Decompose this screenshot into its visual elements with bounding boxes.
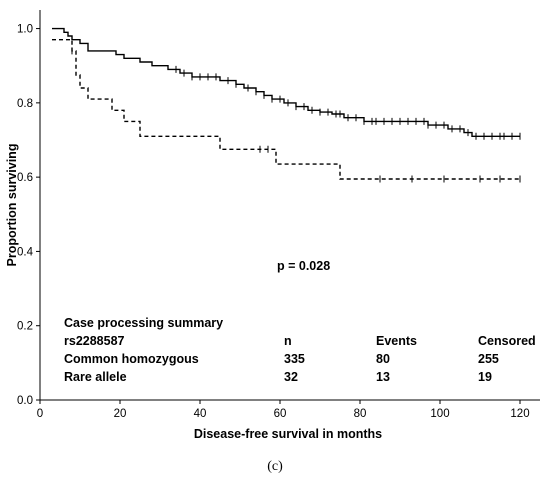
x-tick-label: 60	[274, 408, 287, 420]
survival-curve-solid	[52, 27, 520, 137]
y-tick-label: 0.0	[17, 395, 33, 407]
axes	[39, 10, 540, 401]
summary-col-snp: rs2288587	[64, 334, 125, 348]
summary-col-n: n	[284, 334, 292, 348]
summary-col-events: Events	[376, 334, 417, 348]
summary-row-label: Common homozygous	[64, 352, 199, 366]
x-axis-label: Disease-free survival in months	[194, 427, 382, 441]
survival-curve-dashed	[52, 39, 520, 180]
summary-row-events: 80	[376, 352, 390, 366]
p-value-annotation: p = 0.028	[277, 259, 330, 273]
x-tick-label: 80	[354, 408, 367, 420]
x-tick-label: 0	[37, 408, 43, 420]
y-ticks: 0.0 0.2 0.4 0.6 0.8 1.0	[17, 24, 40, 407]
summary-row-label: Rare allele	[64, 370, 127, 384]
summary-row-events: 13	[376, 370, 390, 384]
y-axis-label: Proportion surviving	[5, 144, 19, 267]
panel-label: (c)	[267, 459, 283, 474]
y-tick-label: 0.6	[17, 172, 33, 184]
summary-row-censored: 19	[478, 370, 492, 384]
series-layer	[52, 27, 521, 183]
summary-col-censored: Censored	[478, 334, 536, 348]
summary-row-censored: 255	[478, 352, 499, 366]
x-tick-label: 40	[194, 408, 207, 420]
x-ticks: 0 20 40 60 80 100 120	[37, 400, 530, 420]
y-tick-label: 0.8	[17, 98, 33, 110]
y-tick-label: 0.4	[17, 246, 34, 258]
x-tick-label: 20	[114, 408, 127, 420]
summary-row-n: 335	[284, 352, 305, 366]
summary-title: Case processing summary	[64, 316, 223, 330]
summary-table: Case processing summary rs2288587 n Even…	[64, 316, 536, 384]
summary-row-n: 32	[284, 370, 298, 384]
y-tick-label: 1.0	[17, 24, 33, 36]
x-tick-label: 120	[510, 408, 529, 420]
y-tick-label: 0.2	[17, 321, 33, 333]
x-tick-label: 100	[430, 408, 449, 420]
